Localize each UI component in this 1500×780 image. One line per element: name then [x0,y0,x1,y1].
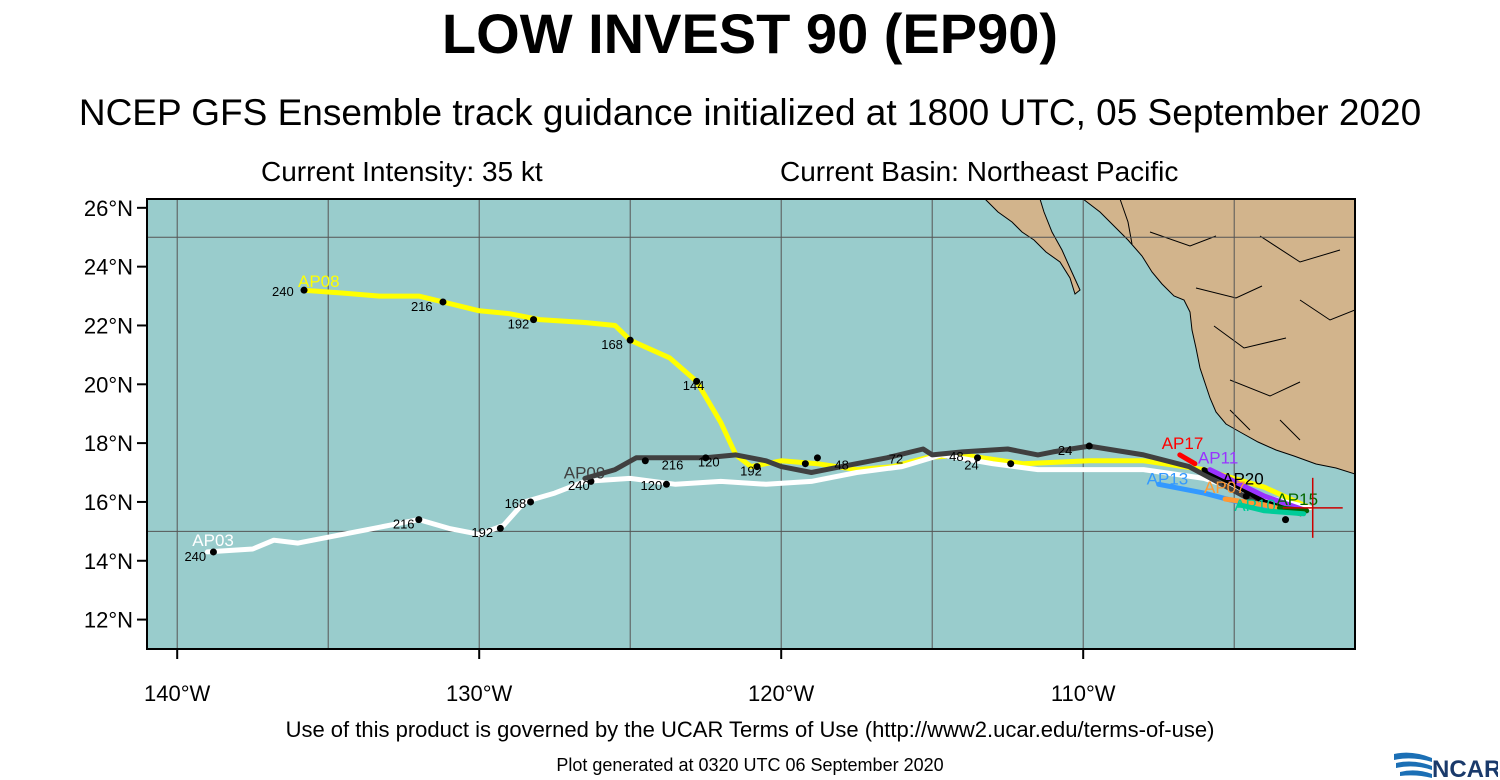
track-point [702,454,710,462]
forecast-hour-label: 216 [662,458,684,473]
track-line-ap03 [204,452,1313,555]
ensemble-tracks [204,286,1313,556]
forecast-hour-label: 192 [740,463,762,478]
lat-tick-label: 12°N [84,608,133,633]
forecast-hour-label: 48 [834,458,848,473]
track-point [753,463,761,471]
forecast-hour-label: 144 [683,378,705,393]
member-label-ap08: AP08 [298,272,340,291]
forecast-hour-label: 240 [272,284,294,299]
lon-tick-label: 120°W [748,681,815,706]
member-label-ap17: AP17 [1162,434,1204,453]
track-labels: 48 72 144 168 192 216 240 AP08 120 240 168 192 216 24… [184,272,1318,564]
forecast-hour-label: 72 [889,452,903,467]
forecast-hour-label: 216 [393,516,415,531]
forecast-hour-label: 48 [949,449,963,464]
forecast-hour-label: 168 [505,496,527,511]
track-point [693,377,701,385]
lat-tick-label: 14°N [84,549,133,574]
track-point [813,454,821,462]
track-point [974,454,981,462]
track-point [1007,460,1015,468]
forecast-hour-label: 24 [964,458,978,473]
track-point [209,548,217,556]
track-point [626,336,634,344]
lat-tick-label: 24°N [84,255,133,280]
forecast-hour-label: 240 [184,549,206,564]
track-point [530,316,538,324]
track-point [300,286,308,294]
current-intensity: Current Intensity: 35 kt [261,156,543,187]
lat-tick-label: 20°N [84,372,133,397]
map-axes: 12°N 14°N 16°N 18°N 20°N 22°N 24°N 26°N 140°W 130… [84,196,1116,706]
track-point [1282,516,1290,524]
track-line-ap11 [1207,467,1310,514]
forecast-hour-label: 192 [508,316,530,331]
track-point [641,457,649,465]
forecast-hour-label: 168 [601,337,623,352]
plot-generated-time: Plot generated at 0320 UTC 06 September … [556,755,944,775]
forecast-hour-label: 24 [1058,443,1072,458]
track-line-ap10 [1237,502,1307,517]
terms-of-use: Use of this product is governed by the U… [285,717,1215,742]
forecast-hour-label: 120 [698,455,720,470]
ncar-logo-text: NCAR [1432,756,1498,780]
member-label-ap15: AP15 [1276,490,1318,509]
track-line-ap08 [301,287,1313,511]
current-position-marker [1282,477,1343,538]
track-point [662,480,670,488]
lon-tick-label: 130°W [446,681,513,706]
member-label-ap10: AP10 [1234,496,1276,515]
page-title: LOW INVEST 90 (EP90) [441,2,1059,65]
page-subtitle: NCEP GFS Ensemble track guidance initial… [78,92,1422,133]
lat-tick-label: 18°N [84,431,133,456]
member-label-ap09: AP09 [564,463,606,482]
track-point [527,498,535,506]
graticule [147,199,1355,649]
track-point [439,298,447,306]
track-point [1242,492,1250,500]
lat-tick-label: 22°N [84,313,133,338]
member-label-ap13: AP13 [1147,469,1189,488]
plot-frame [146,198,1356,650]
current-basin: Current Basin: Northeast Pacific [780,156,1179,187]
member-label-ap20: AP20 [1222,469,1264,488]
land-mexico [984,199,1355,475]
track-line-ap09 [582,443,1304,517]
lon-tick-label: 110°W [1051,681,1116,706]
forecast-hour-label: 192 [471,525,493,540]
member-label-ap07: AP07 [1204,478,1246,497]
forecast-hour-label: 216 [411,299,433,314]
member-label-ap03: AP03 [192,531,234,550]
track-line-ap17 [1177,452,1198,467]
track-point [496,524,504,532]
ncar-logo: NCAR [1394,752,1498,780]
forecast-hour-label: 240 [568,478,590,493]
lat-tick-label: 16°N [84,490,133,515]
track-point [1085,442,1093,450]
state-borders [1119,199,1355,441]
forecast-hour-label: 120 [640,478,662,493]
track-point [801,460,809,468]
member-label-ap11: AP11 [1198,449,1238,468]
lon-tick-label: 140°W [144,681,211,706]
track-point [415,516,423,524]
lat-tick-label: 26°N [84,196,133,221]
